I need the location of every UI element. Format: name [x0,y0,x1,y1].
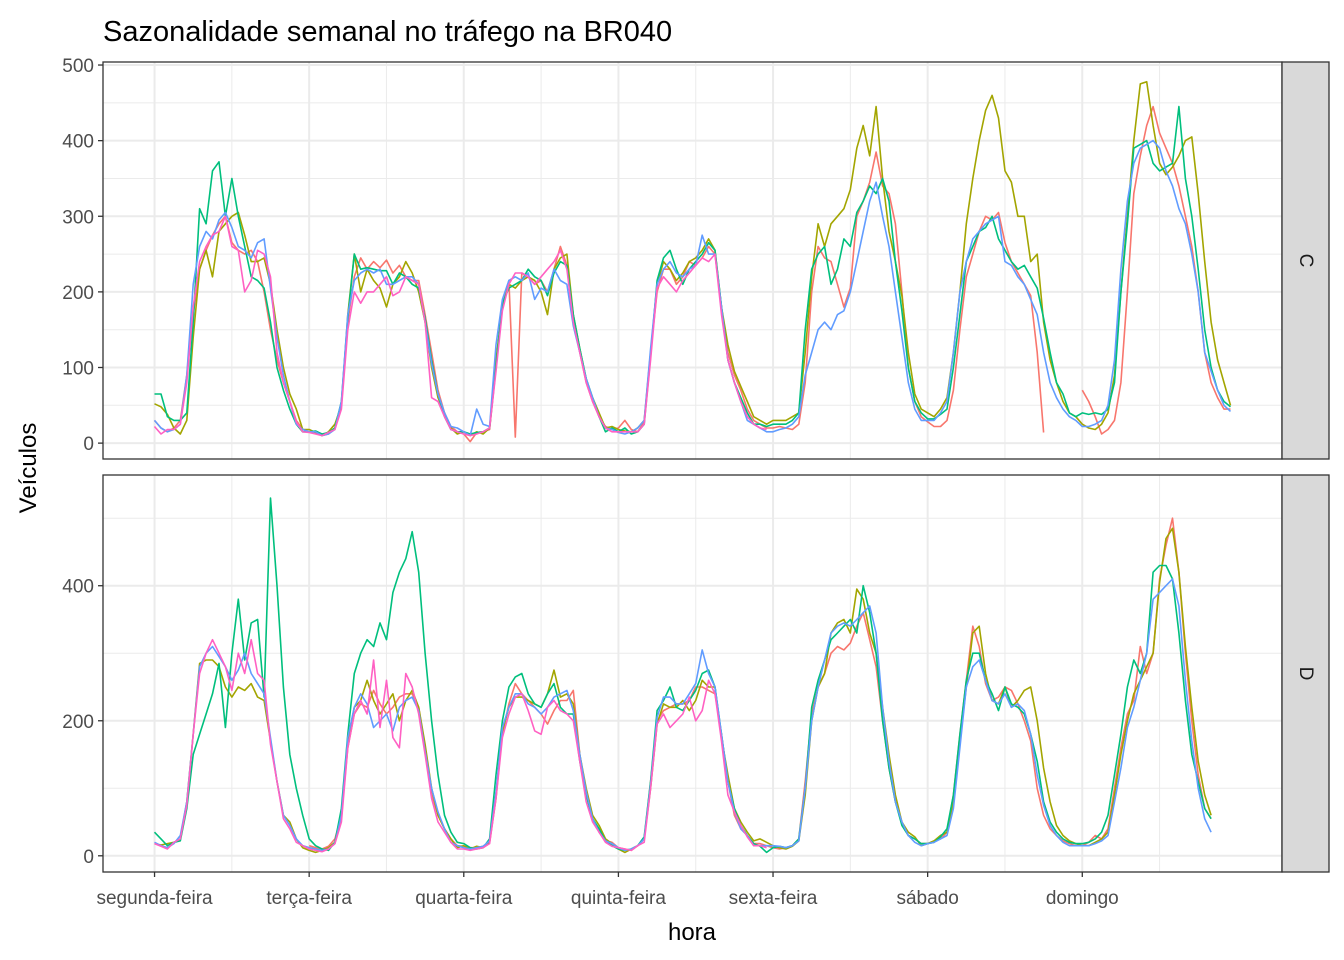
x-tick-label: domingo [1046,888,1119,909]
x-tick-label: sexta-feira [729,888,818,909]
x-axis: segunda-feira terça-feira quarta-feira quin… [96,872,1119,909]
x-tick-label: quarta-feira [415,888,513,909]
x-tick-label: segunda-feira [96,888,213,909]
facet-strip [1281,474,1330,873]
chart-title: Sazonalidade semanal no tráfego na BR040 [103,16,672,48]
y-tick-label: 400 [62,132,94,153]
panel-d: D 0 200 400 [62,474,1330,873]
y-tick-label: 200 [62,712,94,733]
facet-strip-label: D [1295,667,1316,681]
series-line-3 [154,105,1232,435]
x-tick-label: sábado [896,888,958,909]
y-tick-label: 100 [62,359,94,380]
y-tick-label: 0 [83,847,94,868]
y-tick-label: 300 [62,207,94,228]
y-tick-label: 0 [83,434,94,455]
y-tick-label: 500 [62,56,94,77]
y-tick-label: 200 [62,283,94,304]
facet-strip [1281,61,1330,460]
series-line-5 [154,638,767,853]
series-line-5 [153,215,767,437]
panel-c: C 0 100 200 300 400 500 [62,56,1330,460]
series-line-2 [154,80,1232,437]
x-tick-label: terça-feira [266,888,352,909]
y-tick-label: 400 [62,577,94,598]
x-axis-title: hora [668,919,717,946]
facet-strip-label: C [1295,254,1316,268]
series-line-2 [154,527,1212,854]
y-axis-title: Veículos [15,423,42,514]
x-tick-label: quinta-feira [571,888,666,909]
panel-background [103,475,1282,872]
